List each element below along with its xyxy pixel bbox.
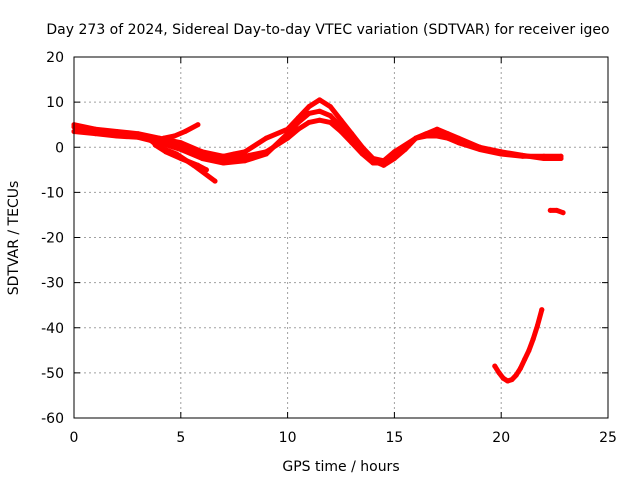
data-point (541, 156, 547, 161)
x-axis-label: GPS time / hours (282, 459, 399, 475)
y-tick-label: -20 (41, 231, 64, 247)
data-point (285, 131, 291, 137)
data-point (221, 153, 226, 159)
data-point (263, 151, 269, 157)
data-point (231, 151, 237, 157)
grid (74, 57, 608, 418)
data-point (152, 142, 158, 148)
data-point (285, 126, 291, 132)
data-point (327, 119, 333, 125)
data-point (195, 162, 201, 168)
data-point (317, 97, 323, 103)
data-point (338, 117, 344, 123)
data-point (530, 336, 536, 342)
data-point (547, 207, 553, 213)
data-point (92, 131, 98, 137)
data-point (295, 126, 301, 132)
data-point (370, 156, 376, 161)
x-tick-label: 5 (176, 430, 185, 446)
chart-title: Day 273 of 2024, Sidereal Day-to-day VTE… (46, 22, 609, 38)
data-point (349, 131, 355, 137)
data-point (263, 135, 269, 141)
data-point (178, 147, 184, 152)
y-tick-label: 20 (46, 50, 64, 66)
series-arc-main-3 (71, 97, 483, 164)
y-tick-label: -10 (41, 185, 64, 201)
data-point (178, 156, 184, 161)
data-point (517, 365, 523, 371)
y-tick-label: 0 (55, 140, 64, 156)
data-point (203, 167, 209, 173)
data-point (242, 149, 248, 155)
data-point (509, 377, 515, 383)
data-point (560, 210, 566, 216)
data-point (445, 131, 451, 137)
data-point (92, 126, 98, 132)
data-point (327, 104, 333, 110)
data-point (434, 126, 440, 132)
data-point (539, 307, 545, 313)
data-point (182, 129, 188, 134)
data-point (535, 323, 540, 328)
data-point (327, 113, 333, 119)
data-point (496, 370, 502, 376)
data-point (413, 135, 419, 141)
y-tick-label: -50 (41, 366, 64, 382)
data-point (171, 133, 177, 139)
data-point (135, 131, 141, 137)
data-point (520, 152, 526, 158)
data-point (391, 149, 397, 155)
data-point (178, 140, 184, 146)
data-point (434, 131, 440, 137)
plot-area (71, 97, 566, 384)
x-tick-label: 0 (70, 430, 79, 446)
x-tick-label: 25 (599, 430, 617, 446)
data-point (221, 160, 226, 166)
x-tick-label: 20 (492, 430, 510, 446)
y-tick-label: -40 (41, 321, 64, 337)
data-point (199, 149, 205, 155)
data-point (456, 135, 461, 141)
data-point (114, 133, 120, 139)
data-point (359, 144, 365, 150)
y-tick-label: 10 (46, 95, 64, 111)
y-axis-label: SDTVAR / TECUs (6, 181, 22, 296)
y-tick-label: -30 (41, 276, 64, 292)
data-point (391, 156, 397, 161)
data-point (306, 104, 312, 110)
data-point (526, 347, 532, 353)
data-point (212, 178, 218, 184)
data-point (242, 158, 248, 164)
data-point (492, 363, 498, 369)
data-point (513, 372, 519, 378)
data-point (477, 144, 483, 150)
data-point (195, 122, 201, 128)
data-point (498, 149, 504, 155)
data-point (114, 129, 120, 134)
data-point (500, 375, 506, 381)
data-point (148, 138, 154, 143)
data-point (242, 153, 248, 159)
series-arc-depletion (492, 307, 545, 384)
data-point (381, 162, 387, 168)
data-point (317, 117, 323, 123)
data-point (522, 356, 528, 362)
data-point (295, 115, 301, 121)
data-point (381, 158, 387, 164)
data-point (554, 207, 560, 213)
x-tick-label: 10 (279, 430, 297, 446)
x-tick-label: 15 (385, 430, 403, 446)
data-point (306, 110, 312, 116)
data-point (163, 149, 169, 155)
data-point (558, 156, 564, 161)
y-tick-label: -60 (41, 411, 64, 427)
data-point (306, 119, 312, 125)
data-point (161, 135, 167, 141)
data-point (317, 108, 323, 114)
data-point (199, 156, 205, 161)
axis-ticks: 0 5 10 15 20 25 20 10 0 -10 -20 -30 -40 -50 -60 (41, 50, 617, 446)
data-point (505, 378, 511, 384)
